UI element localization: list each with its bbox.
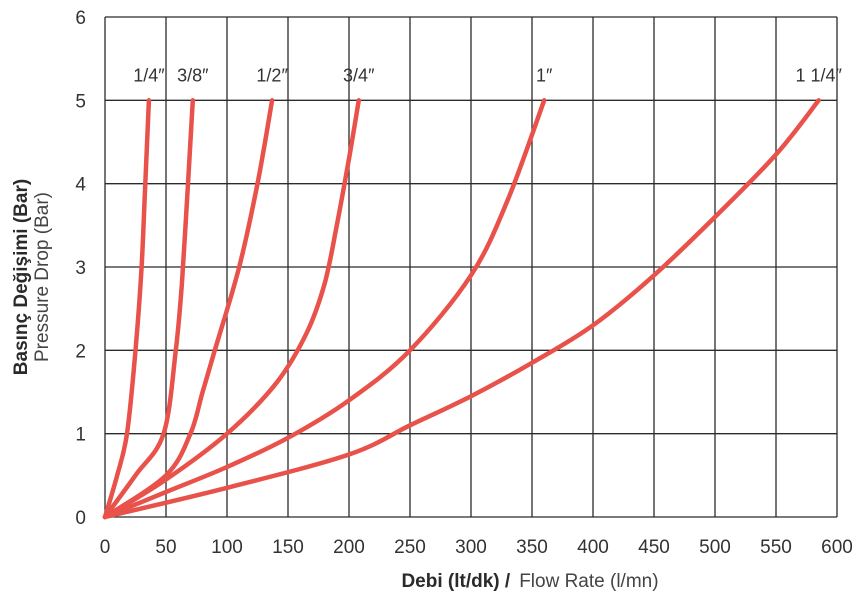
y-tick-label: 6 xyxy=(75,8,86,29)
series-label: 3/4″ xyxy=(343,65,375,85)
x-tick-label: 400 xyxy=(577,537,609,558)
series-line xyxy=(102,98,547,520)
y-axis-ticks: 0 1 2 3 4 5 6 xyxy=(75,8,86,529)
x-tick-label: 250 xyxy=(394,537,426,558)
x-tick-label: 300 xyxy=(455,537,487,558)
series-label: 3/8″ xyxy=(177,65,209,85)
series-line xyxy=(102,98,821,520)
y-tick-label: 2 xyxy=(75,341,86,362)
y-tick-label: 5 xyxy=(75,91,86,112)
y-tick-label: 1 xyxy=(75,425,86,446)
x-tick-label: 200 xyxy=(333,537,365,558)
series-labels: 1/4″ 3/8″ 1/2″ 3/4″ 1″ 1 1/4″ xyxy=(133,65,842,85)
x-tick-label: 0 xyxy=(100,537,111,558)
series-line xyxy=(102,98,362,520)
y-tick-label: 3 xyxy=(75,258,86,279)
series-label: 1/4″ xyxy=(133,65,165,85)
x-axis-ticks: 0 50 100 150 200 250 300 350 400 450 500 550 600 xyxy=(100,537,853,558)
x-axis-label-bold: Debi (lt/dk) / xyxy=(401,571,510,592)
y-axis-label: Basınç Değişimi (Bar) Pressure Drop (Bar… xyxy=(11,179,53,375)
x-axis-label-light: Flow Rate (l/mn) xyxy=(519,571,658,592)
x-tick-label: 450 xyxy=(638,537,670,558)
chart-grid xyxy=(104,16,838,518)
series-label: 1″ xyxy=(536,65,553,85)
x-tick-label: 550 xyxy=(760,537,792,558)
series-line xyxy=(102,98,275,520)
x-tick-label: 350 xyxy=(516,537,548,558)
chart-series xyxy=(102,98,821,520)
x-tick-label: 500 xyxy=(699,537,731,558)
series-label: 1/2″ xyxy=(256,65,288,85)
y-tick-label: 0 xyxy=(75,508,86,529)
x-tick-label: 600 xyxy=(821,537,853,558)
y-axis-label-light: Pressure Drop (Bar) xyxy=(32,192,53,362)
x-tick-label: 100 xyxy=(211,537,243,558)
series-label: 1 1/4″ xyxy=(795,65,842,85)
y-tick-label: 4 xyxy=(75,175,86,196)
x-tick-label: 50 xyxy=(155,537,176,558)
x-axis-label: Debi (lt/dk) / Flow Rate (l/mn) xyxy=(401,571,658,592)
x-tick-label: 150 xyxy=(272,537,304,558)
series-line xyxy=(102,98,152,520)
series-line xyxy=(102,98,196,520)
y-axis-label-bold: Basınç Değişimi (Bar) xyxy=(11,179,32,375)
